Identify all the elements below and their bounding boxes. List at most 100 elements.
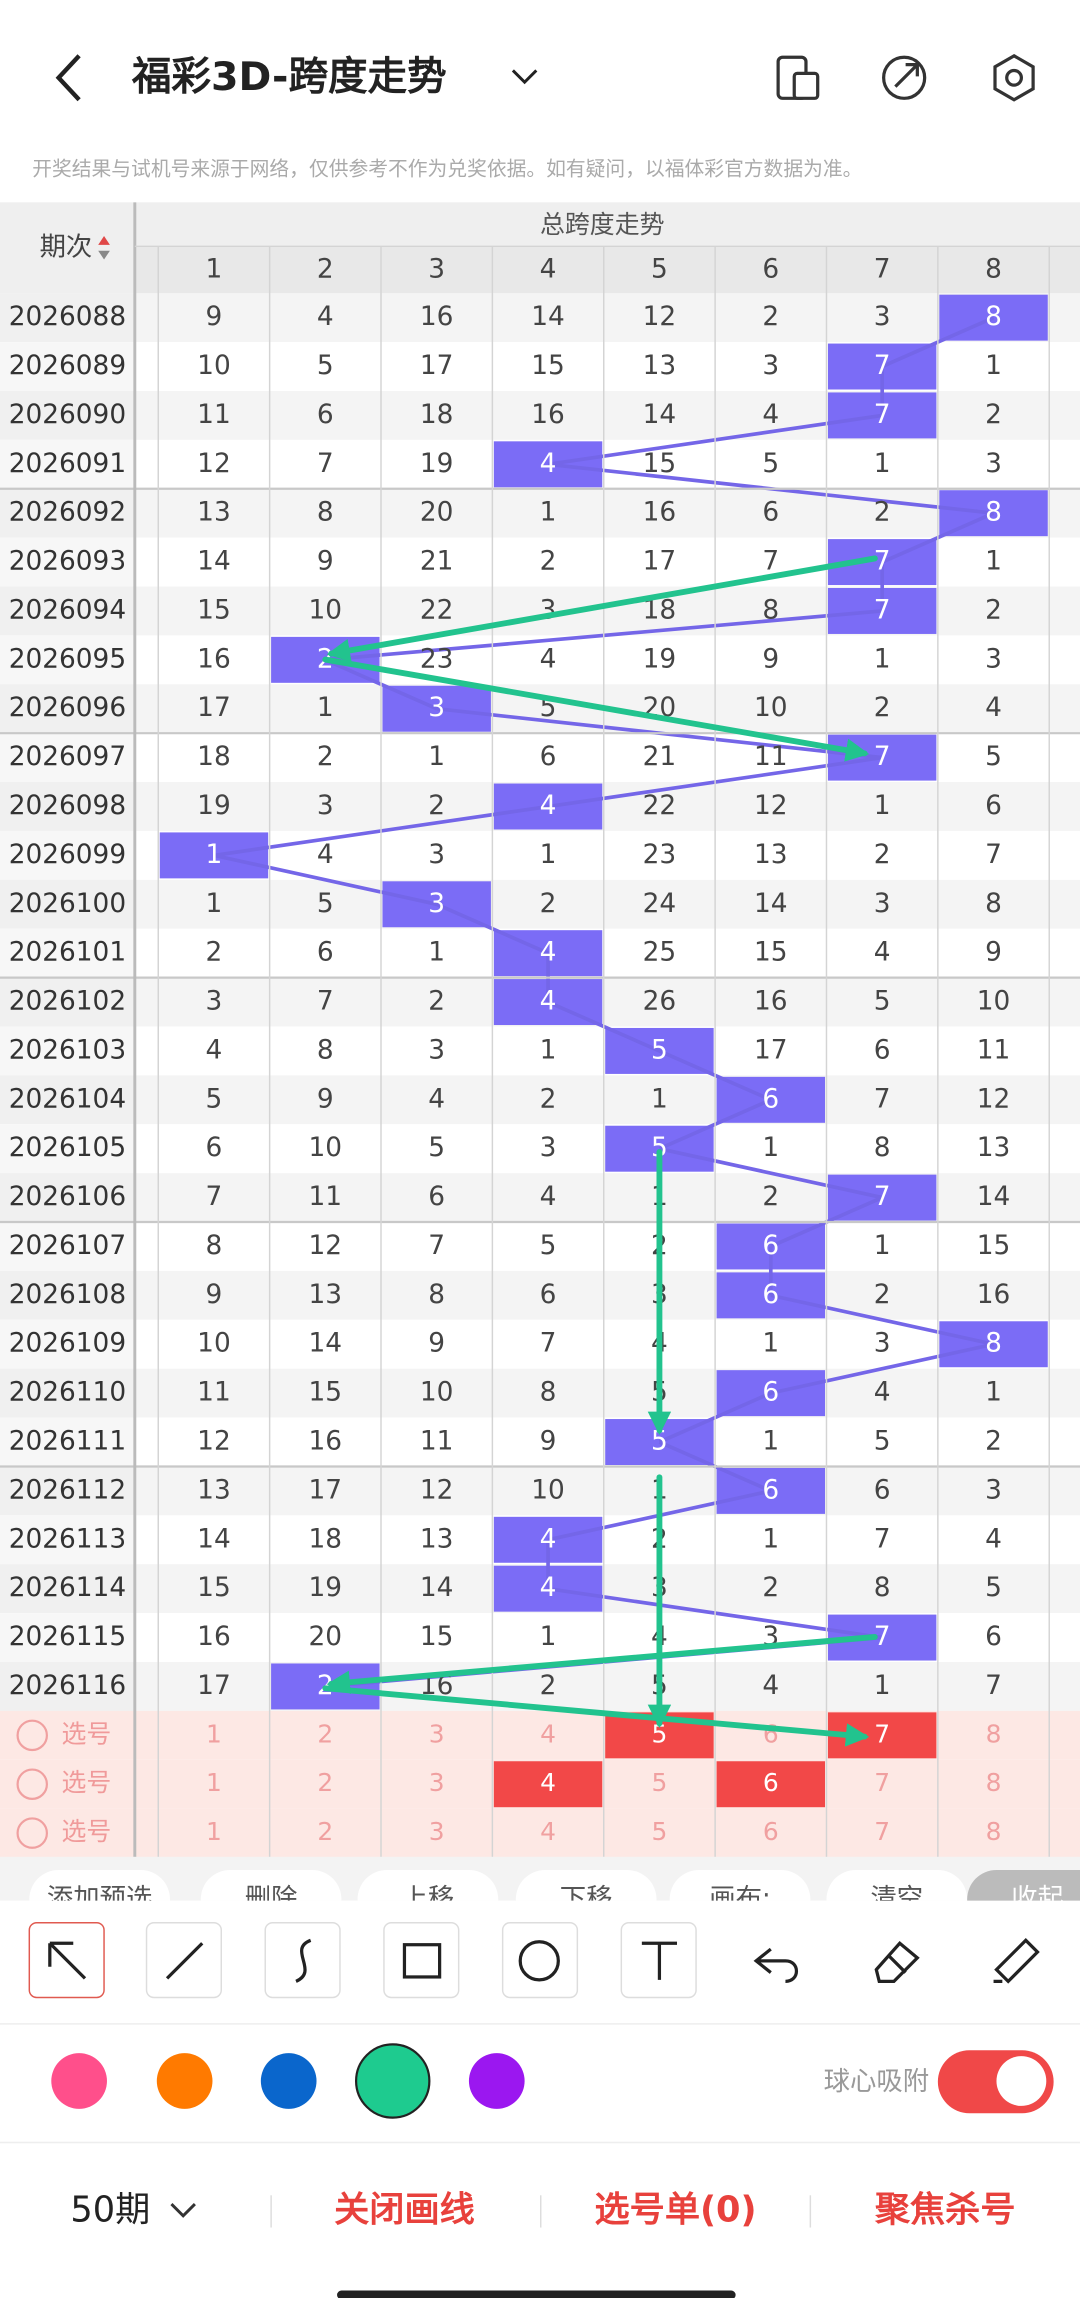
cell-value: 2 [874, 693, 891, 723]
cell-value: 7 [874, 351, 891, 381]
tool-box [501, 1921, 579, 1999]
focus-kill[interactable]: 聚焦杀号 [874, 2189, 1016, 2230]
tool-text[interactable] [641, 1941, 678, 1980]
settings-icon[interactable] [993, 53, 1035, 102]
cell-value: 3 [874, 1329, 891, 1359]
period: 2026097 [9, 742, 126, 772]
tool-circle[interactable] [518, 1940, 560, 1982]
period: 2026099 [9, 840, 126, 870]
cell-value: 8 [874, 1573, 891, 1603]
cell-value: 1 [762, 1329, 779, 1359]
cell-value: 6 [317, 400, 334, 430]
color-purple[interactable] [468, 2053, 525, 2109]
cell-value: 9 [540, 1427, 557, 1457]
color-green-selected[interactable] [354, 2043, 431, 2119]
cell-value: 4 [428, 1084, 445, 1114]
picker-label: 选号 [62, 1817, 112, 1846]
cell-value: 14 [309, 1329, 343, 1359]
cell-value: 15 [197, 595, 231, 625]
cell-value: 12 [643, 302, 677, 332]
cell-value: 10 [309, 595, 343, 625]
home-indicator [337, 2290, 736, 2298]
cell-value: 1 [874, 791, 891, 821]
row-bg [0, 879, 1080, 929]
cell-value: 14 [420, 1573, 454, 1603]
period-chevron [170, 2203, 196, 2218]
action-chip[interactable] [357, 1869, 499, 1929]
row-bg [0, 1417, 1080, 1467]
cell-value: 1 [540, 840, 557, 870]
cell-value: 20 [309, 1622, 343, 1652]
cell-value: 24 [643, 889, 677, 919]
pick-list[interactable]: 选号单(0) [595, 2189, 757, 2230]
cell-value: 5 [874, 987, 891, 1017]
cell-value: 7 [762, 547, 779, 577]
period-cell [0, 488, 135, 538]
cell-value: 20 [420, 498, 454, 528]
period: 2026106 [9, 1182, 126, 1212]
tool-bar [0, 1900, 1080, 2024]
cell-value: 1 [985, 351, 1002, 381]
period-cell [0, 782, 135, 831]
action-chip[interactable] [669, 1869, 811, 1929]
cell-value: 16 [531, 400, 565, 430]
back-button[interactable] [55, 54, 81, 102]
cell-value: 1 [428, 938, 445, 968]
cell-value: 2 [540, 1671, 557, 1701]
color-blue[interactable] [260, 2053, 317, 2109]
cell-value: 2 [874, 1280, 891, 1310]
cell-value: 5 [317, 889, 334, 919]
color-pink[interactable] [51, 2053, 107, 2109]
cell-value: 10 [197, 1329, 231, 1359]
picker-value: 3 [429, 1719, 445, 1748]
action-chip[interactable] [29, 1869, 170, 1929]
row-bg [0, 1075, 1080, 1125]
group-header: 总跨度走势 [540, 210, 665, 239]
cell-value: 3 [985, 449, 1002, 479]
cell-value: 2 [874, 840, 891, 870]
title-dropdown[interactable] [511, 69, 538, 85]
action-chip[interactable] [967, 1869, 1080, 1929]
cell-value: 1 [985, 1378, 1002, 1408]
cell-value: 3 [540, 595, 557, 625]
cell-value: 1 [540, 1622, 557, 1652]
tool-eraser[interactable] [874, 1941, 920, 1983]
cell-value: 4 [985, 693, 1002, 723]
cell-value: 10 [420, 1378, 454, 1408]
tool-curve[interactable] [295, 1938, 312, 1983]
action-label: 收起 [1011, 1884, 1064, 1914]
cell-value: 1 [985, 547, 1002, 577]
tool-rect[interactable] [402, 1943, 442, 1979]
cell-value: 8 [985, 889, 1002, 919]
cell-value: 6 [762, 1231, 779, 1261]
cell-value: 10 [531, 1475, 565, 1505]
period: 2026101 [9, 938, 126, 968]
action-chip[interactable] [826, 1869, 968, 1929]
color-orange[interactable] [156, 2053, 213, 2109]
tool-arrow[interactable] [48, 1941, 87, 1980]
tool-clear[interactable] [993, 1938, 1040, 1984]
period: 2026092 [9, 498, 126, 528]
tool-undo[interactable] [753, 1947, 799, 1983]
cell-value: 4 [540, 1182, 557, 1212]
action-chip[interactable] [200, 1869, 342, 1929]
cell-value: 8 [985, 498, 1002, 528]
period-select[interactable]: 50期 [70, 2189, 150, 2230]
cell-value: 19 [197, 791, 231, 821]
cell-value: 7 [874, 595, 891, 625]
cell-value: 10 [754, 693, 788, 723]
picker-radio [16, 1719, 48, 1752]
close-drawing[interactable]: 关闭画线 [334, 2189, 475, 2230]
picker-radio [16, 1817, 48, 1849]
cell-value: 10 [309, 1133, 343, 1163]
column-header: 8 [985, 254, 1002, 284]
action-chip[interactable] [515, 1869, 657, 1929]
tool-line[interactable] [165, 1942, 204, 1980]
cell-value: 9 [317, 547, 334, 577]
picker-value: 3 [429, 1817, 445, 1846]
cell-value: 6 [762, 1475, 779, 1505]
cell-value: 13 [754, 840, 788, 870]
cell-value: 4 [985, 1524, 1002, 1554]
share-icon[interactable] [882, 55, 927, 100]
